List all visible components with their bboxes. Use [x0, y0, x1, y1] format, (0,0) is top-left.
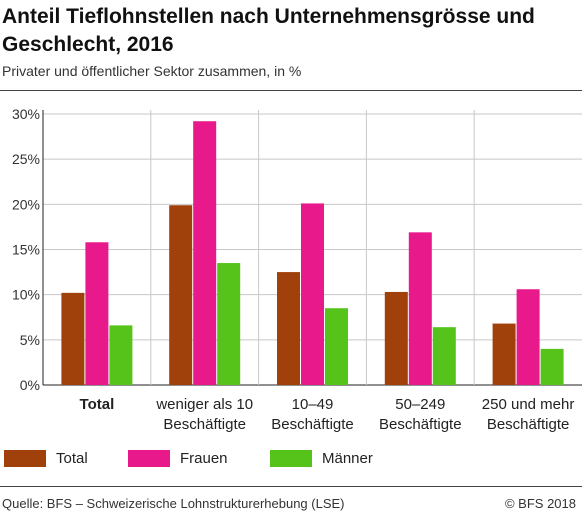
- chart-subtitle: Privater und öffentlicher Sektor zusamme…: [2, 63, 302, 79]
- bar-total: [492, 323, 516, 385]
- bar-männer: [432, 327, 456, 385]
- source-note: Quelle: BFS – Schweizerische Lohnstruktu…: [2, 496, 345, 511]
- chart-legend: Total Frauen Männer: [0, 447, 582, 471]
- legend-swatch: [4, 450, 46, 467]
- legend-label: Frauen: [180, 450, 228, 467]
- y-tick-label: 10%: [12, 287, 40, 303]
- x-category-label: Beschäftigte: [271, 416, 354, 433]
- x-category-label: weniger als 10: [155, 396, 253, 413]
- x-category-label: Beschäftigte: [379, 416, 462, 433]
- y-tick-label: 15%: [12, 242, 40, 258]
- bar-männer: [217, 263, 241, 385]
- bottom-divider: [0, 486, 582, 487]
- y-tick-label: 30%: [12, 106, 40, 122]
- bar-total: [169, 205, 193, 385]
- bar-frauen: [85, 242, 109, 385]
- x-category-label: 50–249: [395, 396, 445, 413]
- bar-total: [61, 292, 85, 385]
- x-category-label: Beschäftigte: [163, 416, 246, 433]
- bar-frauen: [408, 232, 432, 385]
- bar-total: [384, 291, 408, 385]
- y-tick-label: 20%: [12, 196, 40, 212]
- legend-swatch: [270, 450, 312, 467]
- top-divider: [0, 90, 582, 91]
- copyright-note: © BFS 2018: [504, 496, 576, 511]
- legend-swatch: [128, 450, 170, 467]
- x-category-label: 10–49: [292, 396, 334, 413]
- legend-label: Männer: [322, 450, 373, 467]
- bar-frauen: [301, 203, 324, 385]
- bar-männer: [540, 348, 564, 385]
- bar-chart: 0% 5% 10% 15% 20% 25% 30% Total weniger als 10 Be…: [12, 106, 582, 433]
- y-tick-label: 25%: [12, 151, 40, 167]
- x-category-label: Total: [80, 396, 115, 413]
- legend-label: Total: [56, 450, 88, 467]
- bar-total: [277, 272, 300, 385]
- chart-title: Anteil Tieflohnstellen nach Unternehmens…: [2, 5, 535, 56]
- bar-frauen: [516, 289, 540, 385]
- x-category-label: Beschäftigte: [487, 416, 570, 433]
- bar-männer: [109, 325, 133, 385]
- y-tick-label: 0%: [20, 377, 40, 393]
- y-tick-label: 5%: [20, 332, 40, 348]
- x-category-label: 250 und mehr: [482, 396, 575, 413]
- bar-frauen: [193, 121, 217, 385]
- bar-männer: [325, 308, 348, 385]
